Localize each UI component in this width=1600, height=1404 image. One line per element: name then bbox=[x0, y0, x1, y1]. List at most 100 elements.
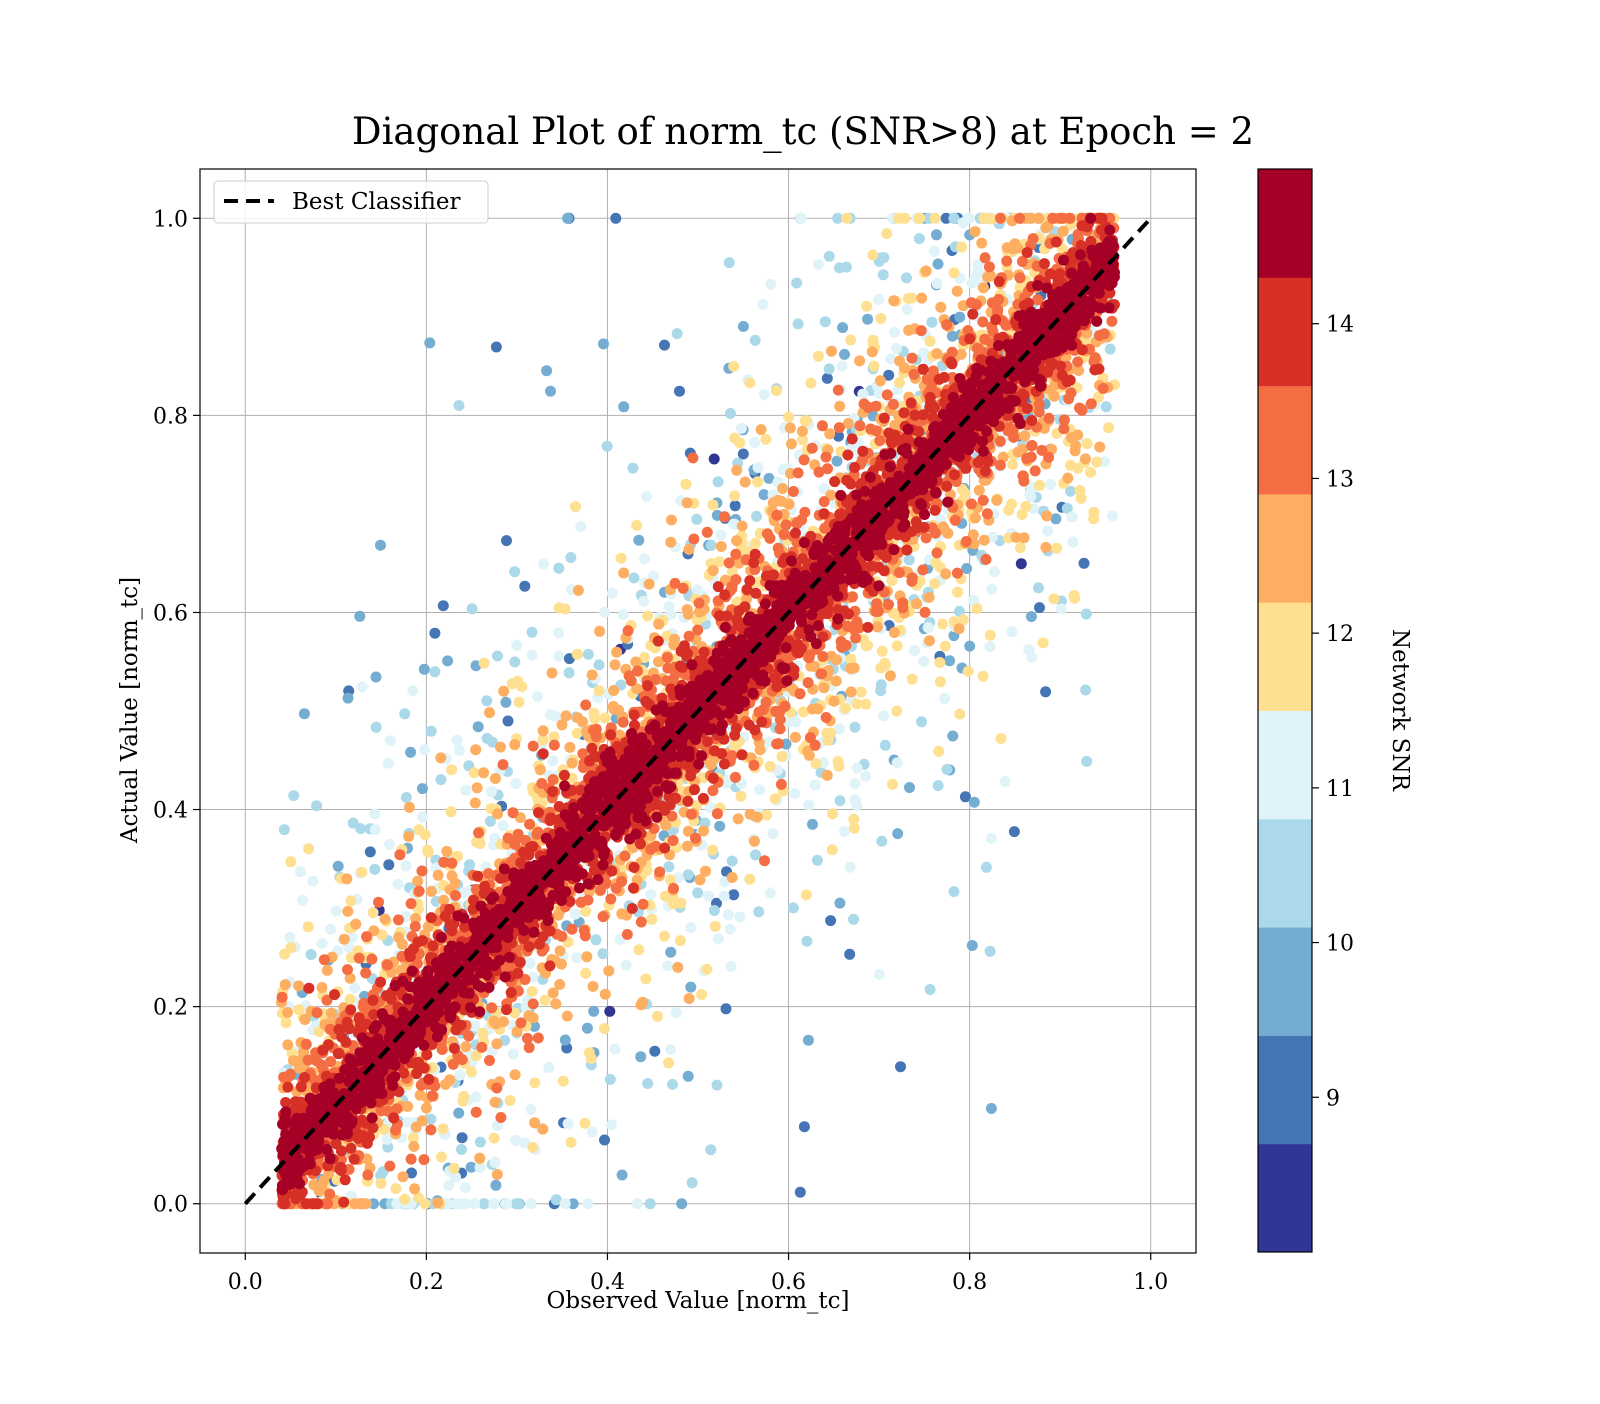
scatter-point bbox=[662, 960, 673, 971]
scatter-point bbox=[688, 534, 699, 545]
scatter-point bbox=[357, 681, 368, 692]
scatter-point bbox=[846, 686, 857, 697]
scatter-point bbox=[619, 851, 630, 862]
scatter-point bbox=[967, 940, 978, 951]
scatter-point bbox=[570, 501, 581, 512]
scatter-point bbox=[527, 650, 538, 661]
scatter-point bbox=[308, 1179, 319, 1190]
scatter-point bbox=[482, 733, 493, 744]
scatter-point bbox=[775, 714, 786, 725]
scatter-point bbox=[765, 761, 776, 772]
scatter-point bbox=[594, 685, 605, 696]
scatter-point bbox=[562, 1011, 573, 1022]
scatter-point bbox=[765, 887, 776, 898]
scatter-point bbox=[488, 1198, 499, 1209]
scatter-point bbox=[668, 835, 679, 846]
scatter-point bbox=[759, 855, 770, 866]
scatter-point bbox=[467, 603, 478, 614]
scatter-point bbox=[692, 887, 703, 898]
scatter-point bbox=[564, 667, 575, 678]
scatter-point bbox=[1034, 480, 1045, 491]
scatter-point bbox=[671, 1007, 682, 1018]
scatter-point bbox=[490, 1180, 501, 1191]
scatter-point bbox=[733, 813, 744, 824]
scatter-point bbox=[760, 434, 771, 445]
scatter-point bbox=[550, 998, 561, 1009]
scatter-point bbox=[762, 528, 773, 539]
scatter-point bbox=[750, 538, 761, 549]
scatter-point bbox=[993, 294, 1004, 305]
scatter-point bbox=[617, 1170, 628, 1181]
scatter-point bbox=[1058, 226, 1069, 237]
scatter-point bbox=[820, 316, 831, 327]
scatter-point bbox=[438, 600, 449, 611]
scatter-point bbox=[683, 869, 694, 880]
scatter-point bbox=[771, 385, 782, 396]
scatter-point bbox=[904, 782, 915, 793]
scatter-point bbox=[633, 535, 644, 546]
scatter-point bbox=[952, 286, 963, 297]
scatter-point bbox=[475, 1137, 486, 1148]
scatter-point bbox=[940, 641, 951, 652]
scatter-point bbox=[307, 876, 318, 887]
scatter-point bbox=[581, 951, 592, 962]
scatter-point bbox=[683, 1071, 694, 1082]
scatter-point bbox=[801, 889, 812, 900]
scatter-point bbox=[903, 325, 914, 336]
scatter-point bbox=[844, 949, 855, 960]
scatter-point bbox=[684, 993, 695, 1004]
scatter-point bbox=[824, 251, 835, 262]
scatter-point bbox=[1077, 405, 1088, 416]
scatter-point bbox=[1099, 328, 1110, 339]
scatter-point bbox=[607, 588, 618, 599]
scatter-point bbox=[802, 936, 813, 947]
scatter-point bbox=[603, 965, 614, 976]
scatter-point bbox=[1026, 213, 1037, 224]
scatter-point bbox=[594, 626, 605, 637]
scatter-point bbox=[1080, 453, 1091, 464]
scatter-point bbox=[750, 335, 761, 346]
scatter-point bbox=[827, 844, 838, 855]
scatter-point bbox=[727, 856, 738, 867]
scatter-point bbox=[469, 767, 480, 778]
scatter-point bbox=[365, 846, 376, 857]
scatter-point bbox=[841, 213, 852, 224]
scatter-point bbox=[1047, 213, 1058, 224]
scatter-point bbox=[281, 1017, 292, 1028]
scatter-point bbox=[600, 989, 611, 1000]
scatter-point bbox=[512, 968, 523, 979]
scatter-point bbox=[849, 823, 860, 834]
scatter-point bbox=[954, 312, 965, 323]
scatter-point bbox=[870, 401, 881, 412]
scatter-point bbox=[339, 934, 350, 945]
scatter-point bbox=[279, 949, 290, 960]
scatter-point bbox=[587, 669, 598, 680]
scatter-point bbox=[901, 272, 912, 283]
scatter-point bbox=[827, 808, 838, 819]
scatter-point bbox=[474, 1153, 485, 1164]
scatter-point bbox=[737, 521, 748, 532]
scatter-point bbox=[1034, 602, 1045, 613]
scatter-point bbox=[543, 1062, 554, 1073]
scatter-point bbox=[813, 259, 824, 270]
scatter-point bbox=[876, 679, 887, 690]
scatter-point bbox=[867, 346, 878, 357]
scatter-point bbox=[978, 282, 989, 293]
scatter-point bbox=[618, 401, 629, 412]
scatter-point bbox=[503, 716, 514, 727]
scatter-point bbox=[599, 1135, 610, 1146]
scatter-point bbox=[892, 640, 903, 651]
scatter-point bbox=[526, 1198, 537, 1209]
scatter-point bbox=[535, 764, 546, 775]
scatter-point bbox=[491, 342, 502, 353]
scatter-point bbox=[606, 1119, 617, 1130]
scatter-point bbox=[907, 353, 918, 364]
scatter-point bbox=[663, 861, 674, 872]
scatter-point bbox=[860, 771, 871, 782]
scatter-point bbox=[400, 1194, 411, 1205]
scatter-point bbox=[616, 876, 627, 887]
scatter-point bbox=[799, 507, 810, 518]
scatter-point bbox=[303, 1055, 314, 1066]
scatter-point bbox=[541, 365, 552, 376]
scatter-point bbox=[789, 788, 800, 799]
